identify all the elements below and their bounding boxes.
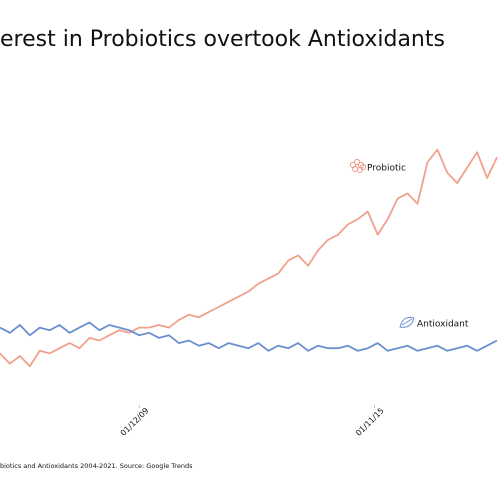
- legend-icon: [353, 158, 361, 166]
- series-line: [0, 148, 498, 368]
- legend-label: Probiotic: [367, 164, 406, 174]
- legend-label: Antioxidant: [417, 320, 469, 330]
- legend-icon: [359, 163, 367, 171]
- legend-icon: [399, 316, 415, 328]
- x-tick-label: 01/12/09: [119, 406, 151, 438]
- legend-item: Antioxidant: [399, 316, 469, 330]
- source-note: biotics and Antioxidants 2004-2021. Sour…: [0, 462, 193, 470]
- legend-item: Probiotic: [349, 158, 406, 174]
- legend-icon: [356, 166, 364, 174]
- x-tick-label: 01/11/15: [354, 406, 386, 438]
- series-line: [0, 321, 498, 352]
- chart-title: erest in Probiotics overtook Antioxidant…: [0, 27, 445, 52]
